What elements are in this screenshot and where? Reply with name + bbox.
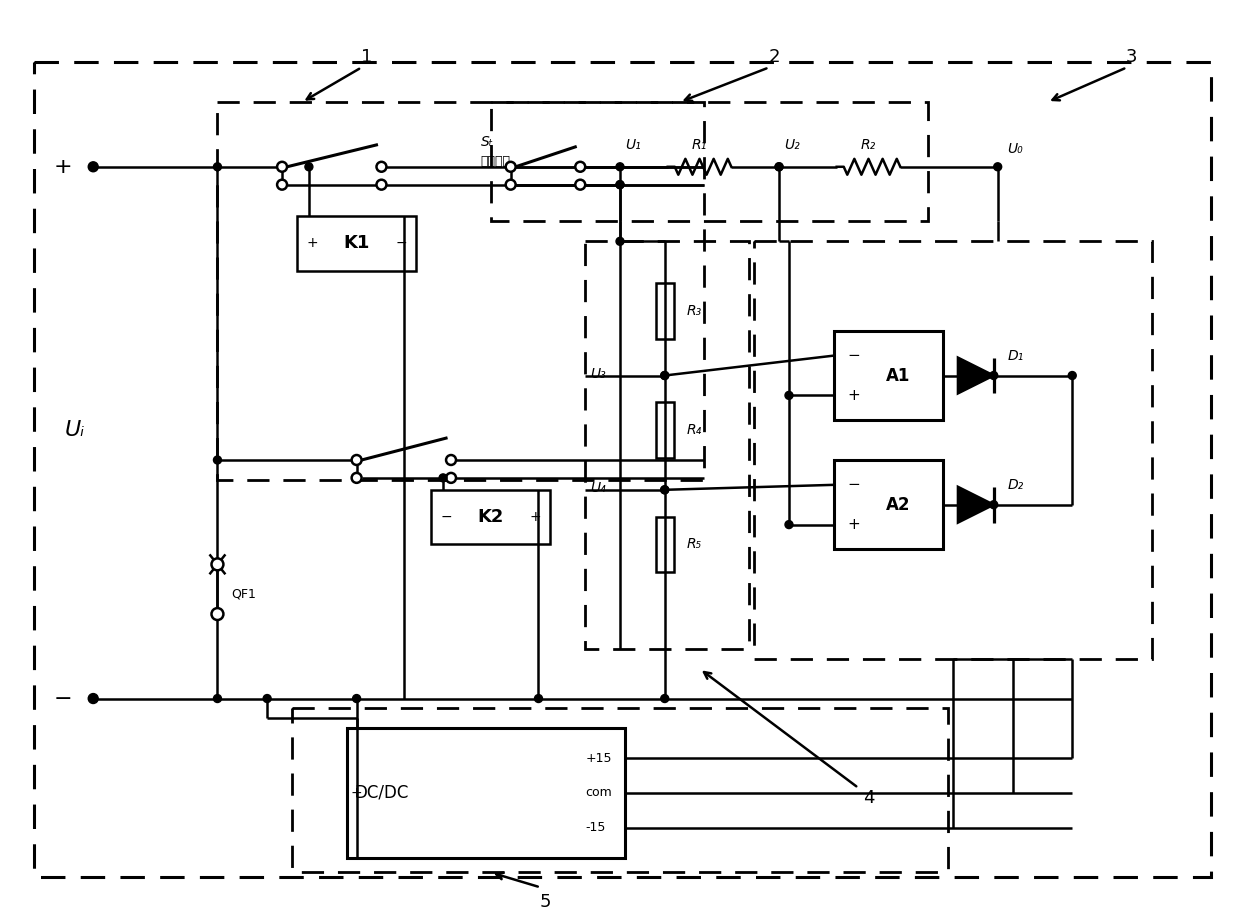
Text: −: − (847, 478, 861, 492)
Circle shape (439, 474, 448, 481)
Circle shape (575, 161, 585, 171)
Circle shape (990, 371, 998, 380)
Circle shape (213, 456, 222, 464)
Circle shape (993, 163, 1002, 171)
Text: 温度开关: 温度开关 (481, 155, 511, 169)
Circle shape (446, 473, 456, 483)
Circle shape (661, 694, 668, 702)
Text: −: − (55, 689, 73, 709)
Circle shape (575, 180, 585, 190)
Text: R₄: R₄ (687, 423, 702, 437)
Circle shape (212, 608, 223, 620)
Text: Sₜ: Sₜ (481, 135, 494, 149)
Text: +: + (529, 510, 542, 524)
Text: 5: 5 (539, 893, 552, 911)
Text: +: + (847, 388, 861, 403)
Text: R₂: R₂ (861, 138, 877, 152)
Circle shape (352, 473, 362, 483)
Text: A2: A2 (887, 496, 910, 514)
Circle shape (990, 501, 998, 509)
Text: K1: K1 (343, 235, 370, 252)
Circle shape (1069, 371, 1076, 380)
Text: +15: +15 (585, 752, 611, 765)
Text: 3: 3 (1126, 49, 1137, 66)
Circle shape (446, 455, 456, 465)
Circle shape (616, 181, 624, 189)
Text: 2: 2 (769, 49, 780, 66)
Text: U₄: U₄ (590, 481, 606, 495)
Circle shape (352, 455, 362, 465)
Circle shape (661, 371, 668, 380)
Circle shape (785, 392, 792, 400)
Circle shape (506, 161, 516, 171)
Text: D₂: D₂ (1008, 478, 1024, 492)
Circle shape (661, 371, 668, 380)
Circle shape (506, 180, 516, 190)
Circle shape (616, 238, 624, 246)
Circle shape (277, 180, 286, 190)
Circle shape (377, 161, 387, 171)
Text: U₁: U₁ (625, 138, 641, 152)
Circle shape (616, 181, 624, 189)
Circle shape (352, 694, 361, 702)
Text: Uᵢ: Uᵢ (66, 420, 86, 440)
Text: R₃: R₃ (687, 304, 702, 318)
Circle shape (775, 163, 782, 171)
Text: DC/DC: DC/DC (355, 784, 409, 802)
Circle shape (88, 161, 98, 171)
Circle shape (213, 163, 222, 171)
Text: QF1: QF1 (232, 588, 257, 601)
Circle shape (377, 180, 387, 190)
Text: A1: A1 (887, 367, 910, 384)
Circle shape (661, 486, 668, 493)
Text: K2: K2 (477, 508, 503, 525)
Circle shape (263, 694, 272, 702)
Text: U₀: U₀ (1008, 142, 1023, 156)
Circle shape (616, 163, 624, 171)
Text: U₃: U₃ (590, 367, 606, 381)
Text: U₂: U₂ (784, 138, 800, 152)
Text: −: − (440, 510, 451, 524)
Text: 4: 4 (863, 789, 874, 807)
Circle shape (277, 161, 286, 171)
Text: com: com (585, 787, 613, 800)
Text: +: + (55, 157, 73, 177)
Text: D₁: D₁ (1008, 348, 1024, 362)
Text: R₁: R₁ (692, 138, 707, 152)
Circle shape (785, 521, 792, 528)
Circle shape (213, 694, 222, 702)
Circle shape (534, 694, 542, 702)
Text: -15: -15 (585, 822, 605, 834)
Text: 1: 1 (361, 49, 372, 66)
Polygon shape (959, 487, 993, 523)
Circle shape (212, 558, 223, 570)
Text: +: + (351, 786, 362, 800)
Text: −: − (396, 237, 407, 250)
Text: R₅: R₅ (687, 537, 702, 551)
Circle shape (88, 693, 98, 703)
Text: +: + (847, 517, 861, 532)
Polygon shape (959, 358, 993, 393)
Text: −: − (847, 348, 861, 363)
Circle shape (305, 163, 312, 171)
Text: +: + (306, 237, 317, 250)
Circle shape (775, 163, 782, 171)
Circle shape (661, 486, 668, 493)
